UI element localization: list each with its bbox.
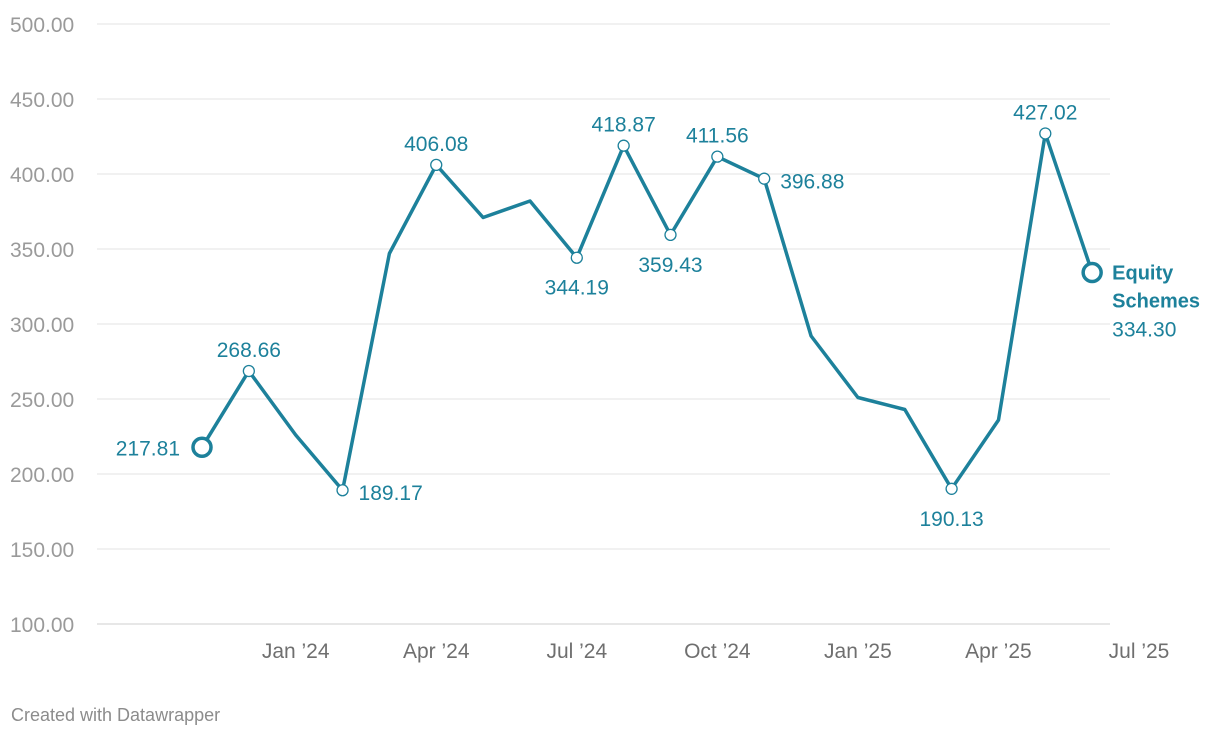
x-tick-label: Jan ’24 bbox=[262, 640, 330, 663]
series-name-label: Equity bbox=[1112, 263, 1174, 285]
x-tick-label: Jul ’24 bbox=[546, 640, 607, 663]
x-axis-ticks: Jan ’24 Apr ’24 Jul ’24 Oct ’24 Jan ’25 Apr ’… bbox=[262, 640, 1170, 663]
y-tick-label: 400.00 bbox=[10, 164, 74, 187]
line-chart: 100.00 150.00 200.00 250.00 300.00 350.00 400.… bbox=[10, 14, 1200, 663]
x-tick-label: Jan ’25 bbox=[824, 640, 892, 663]
data-label: 359.43 bbox=[638, 254, 702, 277]
data-label: 396.88 bbox=[780, 171, 844, 194]
data-point-marker-large bbox=[1081, 261, 1103, 284]
data-point-marker-inner bbox=[339, 486, 347, 494]
x-tick-label: Apr ’25 bbox=[965, 640, 1032, 663]
data-point-marker-inner bbox=[948, 485, 956, 493]
grid-lines bbox=[97, 23, 1110, 625]
y-tick-label: 500.00 bbox=[10, 14, 74, 37]
data-label: 190.13 bbox=[919, 508, 983, 531]
data-point-marker-inner bbox=[760, 175, 768, 183]
data-point-marker-inner bbox=[620, 142, 628, 150]
y-tick-label: 350.00 bbox=[10, 239, 74, 262]
y-tick-label: 200.00 bbox=[10, 464, 74, 487]
x-tick-label: Jul ’25 bbox=[1109, 640, 1170, 663]
series-last-value: 334.30 bbox=[1112, 319, 1176, 342]
data-point-marker-inner bbox=[245, 367, 253, 375]
data-point-marker-inner bbox=[713, 153, 721, 161]
data-point-marker-large bbox=[191, 436, 213, 459]
x-tick-label: Oct ’24 bbox=[684, 640, 751, 663]
data-point-marker-inner bbox=[1041, 129, 1049, 137]
data-label: 406.08 bbox=[404, 133, 468, 156]
data-label: 268.66 bbox=[217, 339, 281, 362]
data-label: 189.17 bbox=[359, 482, 423, 505]
data-point-marker-inner bbox=[667, 231, 674, 239]
series-line bbox=[200, 131, 1094, 492]
series-end-label: Equity Schemes 334.30 bbox=[1112, 263, 1200, 342]
y-tick-label: 100.00 bbox=[10, 614, 74, 637]
y-tick-label: 150.00 bbox=[10, 539, 74, 562]
data-label: 427.02 bbox=[1013, 101, 1077, 124]
data-point-marker-inner bbox=[573, 254, 581, 262]
series-line-group bbox=[200, 131, 1094, 492]
data-label: 344.19 bbox=[545, 277, 609, 300]
data-markers bbox=[191, 127, 1103, 497]
y-axis-ticks: 100.00 150.00 200.00 250.00 300.00 350.00 400.… bbox=[10, 14, 74, 637]
data-label: 411.56 bbox=[686, 125, 749, 148]
data-label: 418.87 bbox=[592, 114, 656, 137]
data-labels: 217.81 268.66 189.17 406.08 344.19 418.87 359.… bbox=[116, 101, 1078, 530]
x-tick-label: Apr ’24 bbox=[403, 640, 470, 663]
y-tick-label: 250.00 bbox=[10, 389, 74, 412]
series-name-label: Schemes bbox=[1112, 291, 1200, 313]
data-label: 217.81 bbox=[116, 437, 180, 460]
y-tick-label: 450.00 bbox=[10, 89, 74, 112]
credit-footer[interactable]: Created with Datawrapper bbox=[11, 705, 221, 725]
y-tick-label: 300.00 bbox=[10, 314, 74, 337]
data-point-marker-inner bbox=[432, 161, 440, 169]
